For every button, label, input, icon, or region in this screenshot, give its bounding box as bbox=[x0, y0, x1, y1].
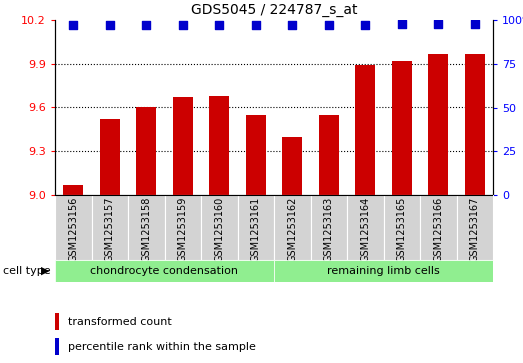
Point bbox=[215, 23, 223, 28]
Text: remaining limb cells: remaining limb cells bbox=[327, 266, 440, 276]
Text: ▶: ▶ bbox=[41, 266, 50, 276]
Text: GSM1253160: GSM1253160 bbox=[214, 197, 224, 262]
Text: GSM1253166: GSM1253166 bbox=[433, 197, 444, 262]
Text: cell type: cell type bbox=[3, 266, 50, 276]
Point bbox=[288, 23, 297, 28]
Point bbox=[325, 23, 333, 28]
Text: transformed count: transformed count bbox=[68, 317, 172, 327]
Bar bbox=[237, 195, 274, 260]
Bar bbox=[347, 195, 383, 260]
Text: chondrocyte condensation: chondrocyte condensation bbox=[90, 266, 238, 276]
Text: GSM1253162: GSM1253162 bbox=[287, 197, 297, 262]
Text: GSM1253161: GSM1253161 bbox=[251, 197, 261, 262]
Point bbox=[471, 21, 479, 26]
Point bbox=[69, 23, 77, 28]
Bar bbox=[319, 115, 339, 195]
Bar bbox=[173, 97, 193, 195]
Bar bbox=[282, 136, 302, 195]
Bar bbox=[311, 195, 347, 260]
Bar bbox=[55, 313, 59, 330]
Text: GSM1253163: GSM1253163 bbox=[324, 197, 334, 262]
Bar bbox=[63, 185, 83, 195]
Point bbox=[252, 23, 260, 28]
Point bbox=[361, 23, 369, 28]
Bar bbox=[92, 195, 128, 260]
Text: GSM1253157: GSM1253157 bbox=[105, 197, 115, 262]
Point bbox=[397, 21, 406, 26]
Bar bbox=[383, 195, 420, 260]
Bar bbox=[274, 260, 493, 282]
Text: GSM1253164: GSM1253164 bbox=[360, 197, 370, 262]
Text: GDS5045 / 224787_s_at: GDS5045 / 224787_s_at bbox=[191, 3, 357, 17]
Text: GSM1253156: GSM1253156 bbox=[68, 197, 78, 262]
Point bbox=[142, 23, 151, 28]
Text: percentile rank within the sample: percentile rank within the sample bbox=[68, 342, 256, 352]
Text: GSM1253158: GSM1253158 bbox=[141, 197, 151, 262]
Bar bbox=[55, 195, 92, 260]
Bar bbox=[136, 107, 156, 195]
Bar bbox=[209, 96, 229, 195]
Bar bbox=[420, 195, 457, 260]
Point bbox=[178, 23, 187, 28]
Bar bbox=[428, 53, 448, 195]
Bar bbox=[55, 338, 59, 355]
Bar bbox=[201, 195, 237, 260]
Bar bbox=[392, 61, 412, 195]
Bar bbox=[274, 195, 311, 260]
Bar bbox=[100, 119, 120, 195]
Text: GSM1253159: GSM1253159 bbox=[178, 197, 188, 262]
Text: GSM1253165: GSM1253165 bbox=[397, 197, 407, 262]
Point bbox=[106, 23, 114, 28]
Bar bbox=[246, 115, 266, 195]
Point bbox=[434, 21, 442, 26]
Text: GSM1253167: GSM1253167 bbox=[470, 197, 480, 262]
Bar bbox=[165, 195, 201, 260]
Bar bbox=[55, 260, 274, 282]
Bar bbox=[457, 195, 493, 260]
Bar bbox=[355, 65, 376, 195]
Bar bbox=[465, 53, 485, 195]
Bar bbox=[128, 195, 165, 260]
